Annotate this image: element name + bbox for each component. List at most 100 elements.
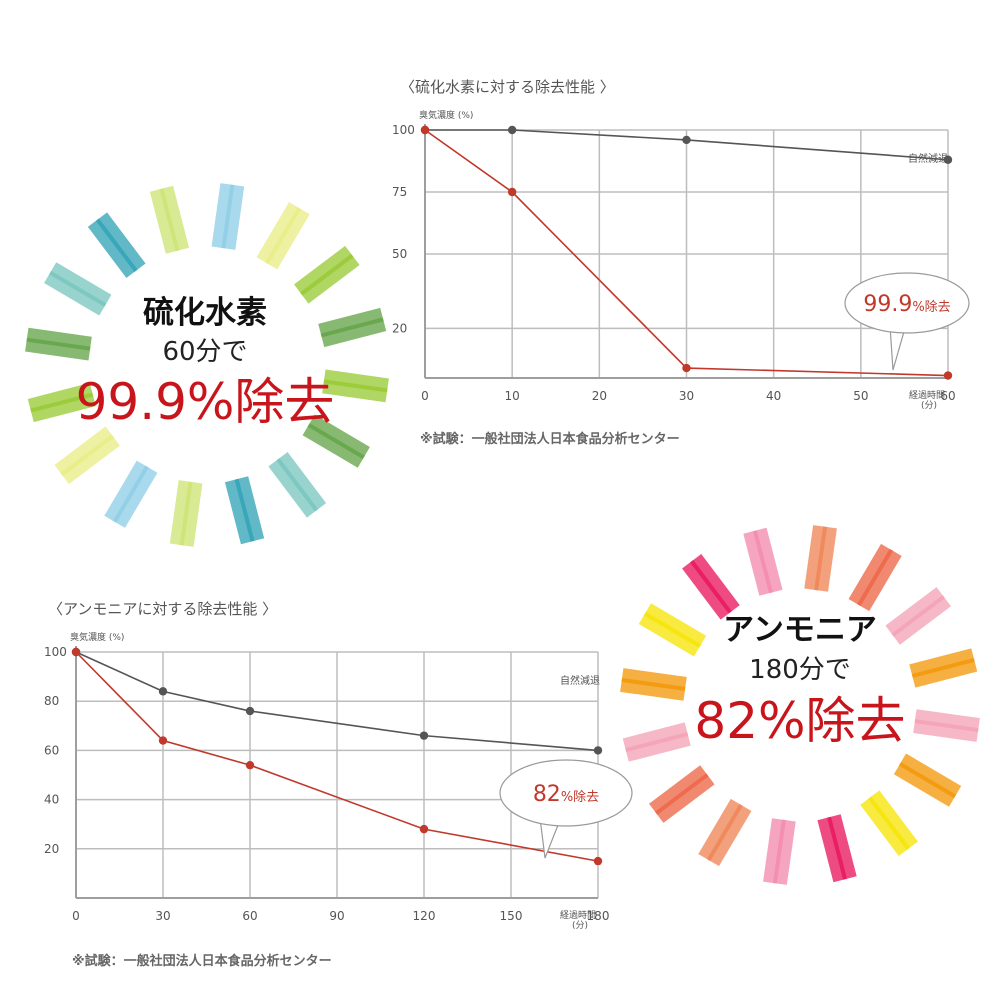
badge2-ray-15-stripe [911,657,975,678]
chart1-callout-join [891,320,904,328]
badge1-ray-8-stripe [26,337,91,351]
chart2-series-1-point-4 [593,856,603,866]
badge2-ray-6-stripe [655,773,709,815]
chart2-xtick-120: 120 [413,909,436,923]
badge1-ray-5 [104,460,158,528]
badge2-ray-2 [860,790,918,856]
chart1-series-0-point-2 [682,135,691,145]
badge2-name: アンモニア [723,612,877,648]
badge2-ray-4 [763,818,796,885]
chart1-callout-bubble [844,272,970,334]
chart1-series-1-point-1 [507,187,517,197]
badge2-ray-7-stripe [625,732,689,753]
chart2-xtick-150: 150 [500,909,523,923]
chart2-series-1-point-1 [158,736,168,745]
badge1-ray-14-stripe [300,253,354,296]
badge2-ray-13 [848,543,902,612]
chart2-ytick-60: 60 [44,743,59,757]
chart1-xtick-30: 30 [679,389,694,403]
chart2-xlabel-unit: (分) [572,920,588,931]
badge1-ray-1 [302,414,370,468]
chart2-series-1-point-0 [71,647,81,657]
chart2-xlabel: 経過時間 [560,909,596,921]
badge1-ray-9 [44,262,112,316]
badge1-ray-11 [149,185,190,254]
chart2-xtick-0: 0 [72,909,80,923]
chart2-ytick-80: 80 [44,694,59,708]
chart2-ytick-40: 40 [44,793,59,807]
badge2-ray-9-stripe [643,611,702,648]
chart2-title: 〈アンモニアに対する除去性能 〉 [48,600,278,618]
chart2-series-1-point-2 [245,760,255,770]
badge2-ray-5-stripe [706,803,743,862]
chart2-series-0-label: 自然減退 [560,674,600,687]
badge1-ray-11-stripe [159,188,180,252]
badge1-ray-15 [318,307,387,348]
badge2-ray-0 [913,709,980,742]
badge1-ray-0-stripe [323,379,388,393]
badge2-ray-1 [893,753,962,807]
badge2-result: 82%除去 [694,692,906,750]
badge2-ray-2-stripe [868,796,910,850]
badge1-ray-8 [25,327,92,361]
chart1-callout-text: 99.9%除去 [863,292,950,317]
badge2-ray-3 [817,814,857,883]
badge2-ray-12 [804,525,837,592]
badge1-ray-10-stripe [95,218,138,272]
badge1-ray-4 [169,480,203,547]
badge1-name: 硫化水素 [143,295,267,331]
badge2-ray-11-stripe [752,530,773,594]
badge1-ray-1-stripe [307,423,365,460]
badge2-ray-3-stripe [827,816,848,880]
badge2-ray-5 [698,798,752,867]
chart2-xtick-180: 180 [587,909,610,923]
chart2-ylabel: 臭気濃度 (%) [70,631,124,643]
chart2-series-0-point-4 [593,746,603,755]
chart1-xtick-50: 50 [853,389,868,403]
badge2-ray-7 [622,722,691,762]
chart1-xtick-20: 20 [592,389,607,403]
badge1-ray-14 [294,245,360,304]
chart1-series-0-point-1 [507,125,517,135]
badge1-ray-15-stripe [320,317,384,338]
chart1-series-0-line [425,129,949,161]
badge1-ray-13 [256,202,310,270]
chart2-xtick-90: 90 [329,909,344,923]
chart1-series-0-label: 自然減退 [908,152,948,165]
chart1-series-1-point-2 [682,363,691,373]
chart2-xtick-30: 30 [155,909,170,923]
badge1-ray-12 [211,183,245,250]
chart2-callout-join [541,812,559,820]
badge2-ray-9 [638,603,707,657]
badge1-ray-7 [27,382,96,423]
chart1-xlabel-unit: (分) [921,400,937,411]
badge1-ray-5-stripe [112,465,149,523]
badge2-ray-8 [620,668,687,701]
badge2-ray-6 [649,765,715,823]
badge1-ray-3 [224,476,265,545]
badge2-ray-4-stripe [772,819,786,884]
chart1-ytick-100: 100 [392,123,415,137]
badge1-ray-12-stripe [221,184,235,249]
chart1-source: ※試験：一般社団法人日本食品分析センター [420,432,680,447]
badge1-ray-7-stripe [30,392,94,413]
chart2-series-0-point-3 [419,731,429,740]
chart1-series-1-point-3 [943,371,953,380]
badge1-ray-10 [87,212,146,278]
badge2-ray-10 [682,554,740,620]
badge1-ray-2-stripe [276,458,319,512]
badge1-ray-2 [268,452,327,518]
badge1-time: 60分で [162,337,248,367]
badge1-ray-3-stripe [234,478,255,542]
badge2-ray-14-stripe [891,595,945,637]
chart1-xlabel: 経過時間 [909,389,945,401]
chart2-series-0-point-2 [245,706,255,716]
chart2-ytick-20: 20 [44,842,59,856]
chart1-xtick-40: 40 [766,389,781,403]
chart2-series-0-point-1 [158,687,168,696]
badge2-ray-10-stripe [690,560,732,614]
badge2-ray-8-stripe [621,677,686,691]
badge1-ray-13-stripe [265,207,302,265]
badge2-ray-12-stripe [814,526,828,591]
